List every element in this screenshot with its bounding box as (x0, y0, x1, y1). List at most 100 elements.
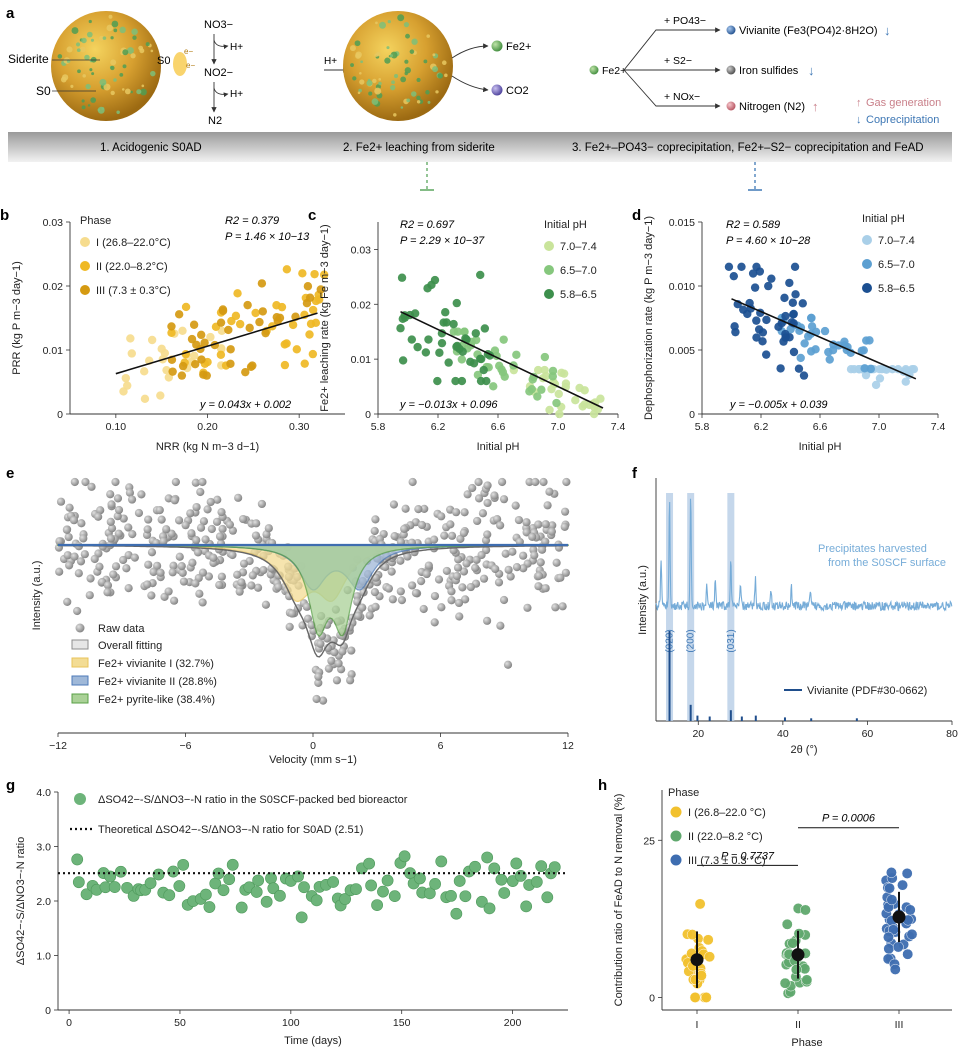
legend-marker (544, 289, 554, 299)
raw-data-point (86, 574, 95, 583)
raw-data-point (153, 561, 162, 570)
data-point (421, 348, 431, 357)
raw-data-point (453, 563, 463, 572)
data-point (514, 870, 527, 882)
y-tick-label: 0.02 (351, 299, 372, 311)
sphere-particle (70, 84, 74, 88)
data-point (512, 350, 521, 359)
sphere-particle (87, 104, 91, 107)
down-arrow-icon-1: ↓ (884, 23, 891, 38)
up-arrow-icon-1: ↑ (812, 99, 819, 114)
sphere-particle (366, 80, 373, 87)
sphere-particle (378, 81, 382, 86)
raw-data-point (234, 493, 243, 502)
raw-data-point (334, 659, 343, 668)
panel-c-chart: c 5.8 6.2 6.6 7.0 7.4 0 0.01 0.02 0.03 Initial pH F… (308, 207, 625, 453)
raw-data-point (204, 572, 213, 581)
sphere-particle (403, 21, 410, 28)
data-point (282, 265, 292, 274)
raw-data-point (454, 555, 463, 564)
data-point (231, 311, 241, 321)
sphere-particle (140, 88, 147, 96)
s0-label: S0 (36, 84, 51, 98)
data-point (414, 872, 426, 885)
raw-data-point (477, 550, 486, 560)
y-axis-label: PRR (kg P m−3 day−1) (11, 261, 23, 375)
raw-data-point (552, 558, 561, 567)
data-point (510, 857, 523, 870)
data-point (218, 305, 228, 314)
raw-data-point (332, 676, 342, 685)
data-point (139, 367, 149, 376)
sphere-particle (384, 57, 391, 64)
raw-data-point (212, 517, 222, 526)
raw-data-point (389, 500, 399, 509)
raw-data-point (422, 569, 431, 579)
step-2: 2. Fe2+ leaching from siderite (343, 142, 495, 154)
sphere-particle (106, 24, 114, 32)
raw-data-point (401, 504, 410, 513)
sphere-particle (119, 72, 124, 77)
y-axis-label: Contribution ratio of FeAD to N removal … (613, 794, 625, 1007)
down-arrow-icon-2: ↓ (808, 63, 815, 78)
data-point (397, 273, 407, 282)
data-point (889, 963, 901, 975)
raw-data-point (447, 587, 456, 596)
data-point (152, 868, 165, 881)
data-point (316, 285, 325, 294)
raw-data-point (408, 477, 417, 487)
legend-label: 6.5–7.0 (560, 265, 597, 277)
sphere-particle (119, 26, 126, 34)
raw-data-point (113, 512, 122, 521)
raw-data-point (215, 532, 225, 541)
y-tick-label: 0.005 (669, 345, 695, 357)
raw-data-point (122, 564, 131, 573)
copre-legend-arrow-icon: ↓ (856, 114, 862, 126)
raw-data-point (496, 521, 505, 530)
sphere-particle (355, 51, 362, 58)
raw-data-point (287, 609, 297, 618)
x-tick-label: 6.6 (491, 421, 506, 433)
raw-data-point (459, 528, 468, 538)
raw-data-point (55, 537, 64, 546)
raw-data-point (548, 521, 557, 530)
raw-data-point (69, 516, 79, 525)
raw-data-point (124, 551, 133, 560)
data-point (460, 327, 469, 336)
data-point (177, 858, 190, 871)
data-point (689, 991, 701, 1003)
sphere-particle (359, 71, 362, 75)
data-point (779, 977, 791, 989)
legend-label: I (26.8–22.0 °C) (688, 807, 766, 819)
panel-b-chart: b 0.10 0.20 0.30 0 0.01 0.02 0.03 NRR (kg N m−3 … (0, 207, 345, 453)
data-point (272, 312, 281, 322)
data-point (520, 900, 533, 913)
panel-a-schematic: a Siderite S0 S0 e− e− NO3− H+ NO2− H+ N… (6, 5, 952, 191)
x-tick-label: 60 (862, 728, 874, 740)
equation-text: y = −0.013x + 0.096 (399, 399, 498, 411)
data-point (167, 328, 176, 337)
data-point (407, 335, 417, 344)
coprecipitation-label: Coprecipitation (866, 114, 939, 126)
raw-data-point (143, 580, 152, 589)
data-point (295, 911, 308, 924)
x-tick-label: III (895, 1019, 904, 1031)
data-point (300, 359, 309, 368)
raw-data-point (525, 477, 534, 487)
data-point (892, 941, 904, 953)
arrow-fe2-out (451, 43, 489, 59)
raw-data-point (128, 530, 137, 539)
legend-marker (862, 259, 872, 269)
data-point (884, 882, 895, 894)
raw-data-point (186, 509, 195, 518)
x-axis-label: Phase (791, 1037, 822, 1049)
x-tick-label: 6.2 (754, 421, 769, 433)
raw-data-point (206, 497, 215, 507)
raw-data-point (63, 597, 72, 607)
data-point (308, 349, 318, 359)
sphere-particle (79, 46, 86, 53)
raw-data-point (314, 672, 323, 681)
raw-data-point (523, 603, 532, 612)
legend-label: III (7.3 ± 0.3°C) (96, 285, 171, 297)
data-point (119, 387, 128, 396)
